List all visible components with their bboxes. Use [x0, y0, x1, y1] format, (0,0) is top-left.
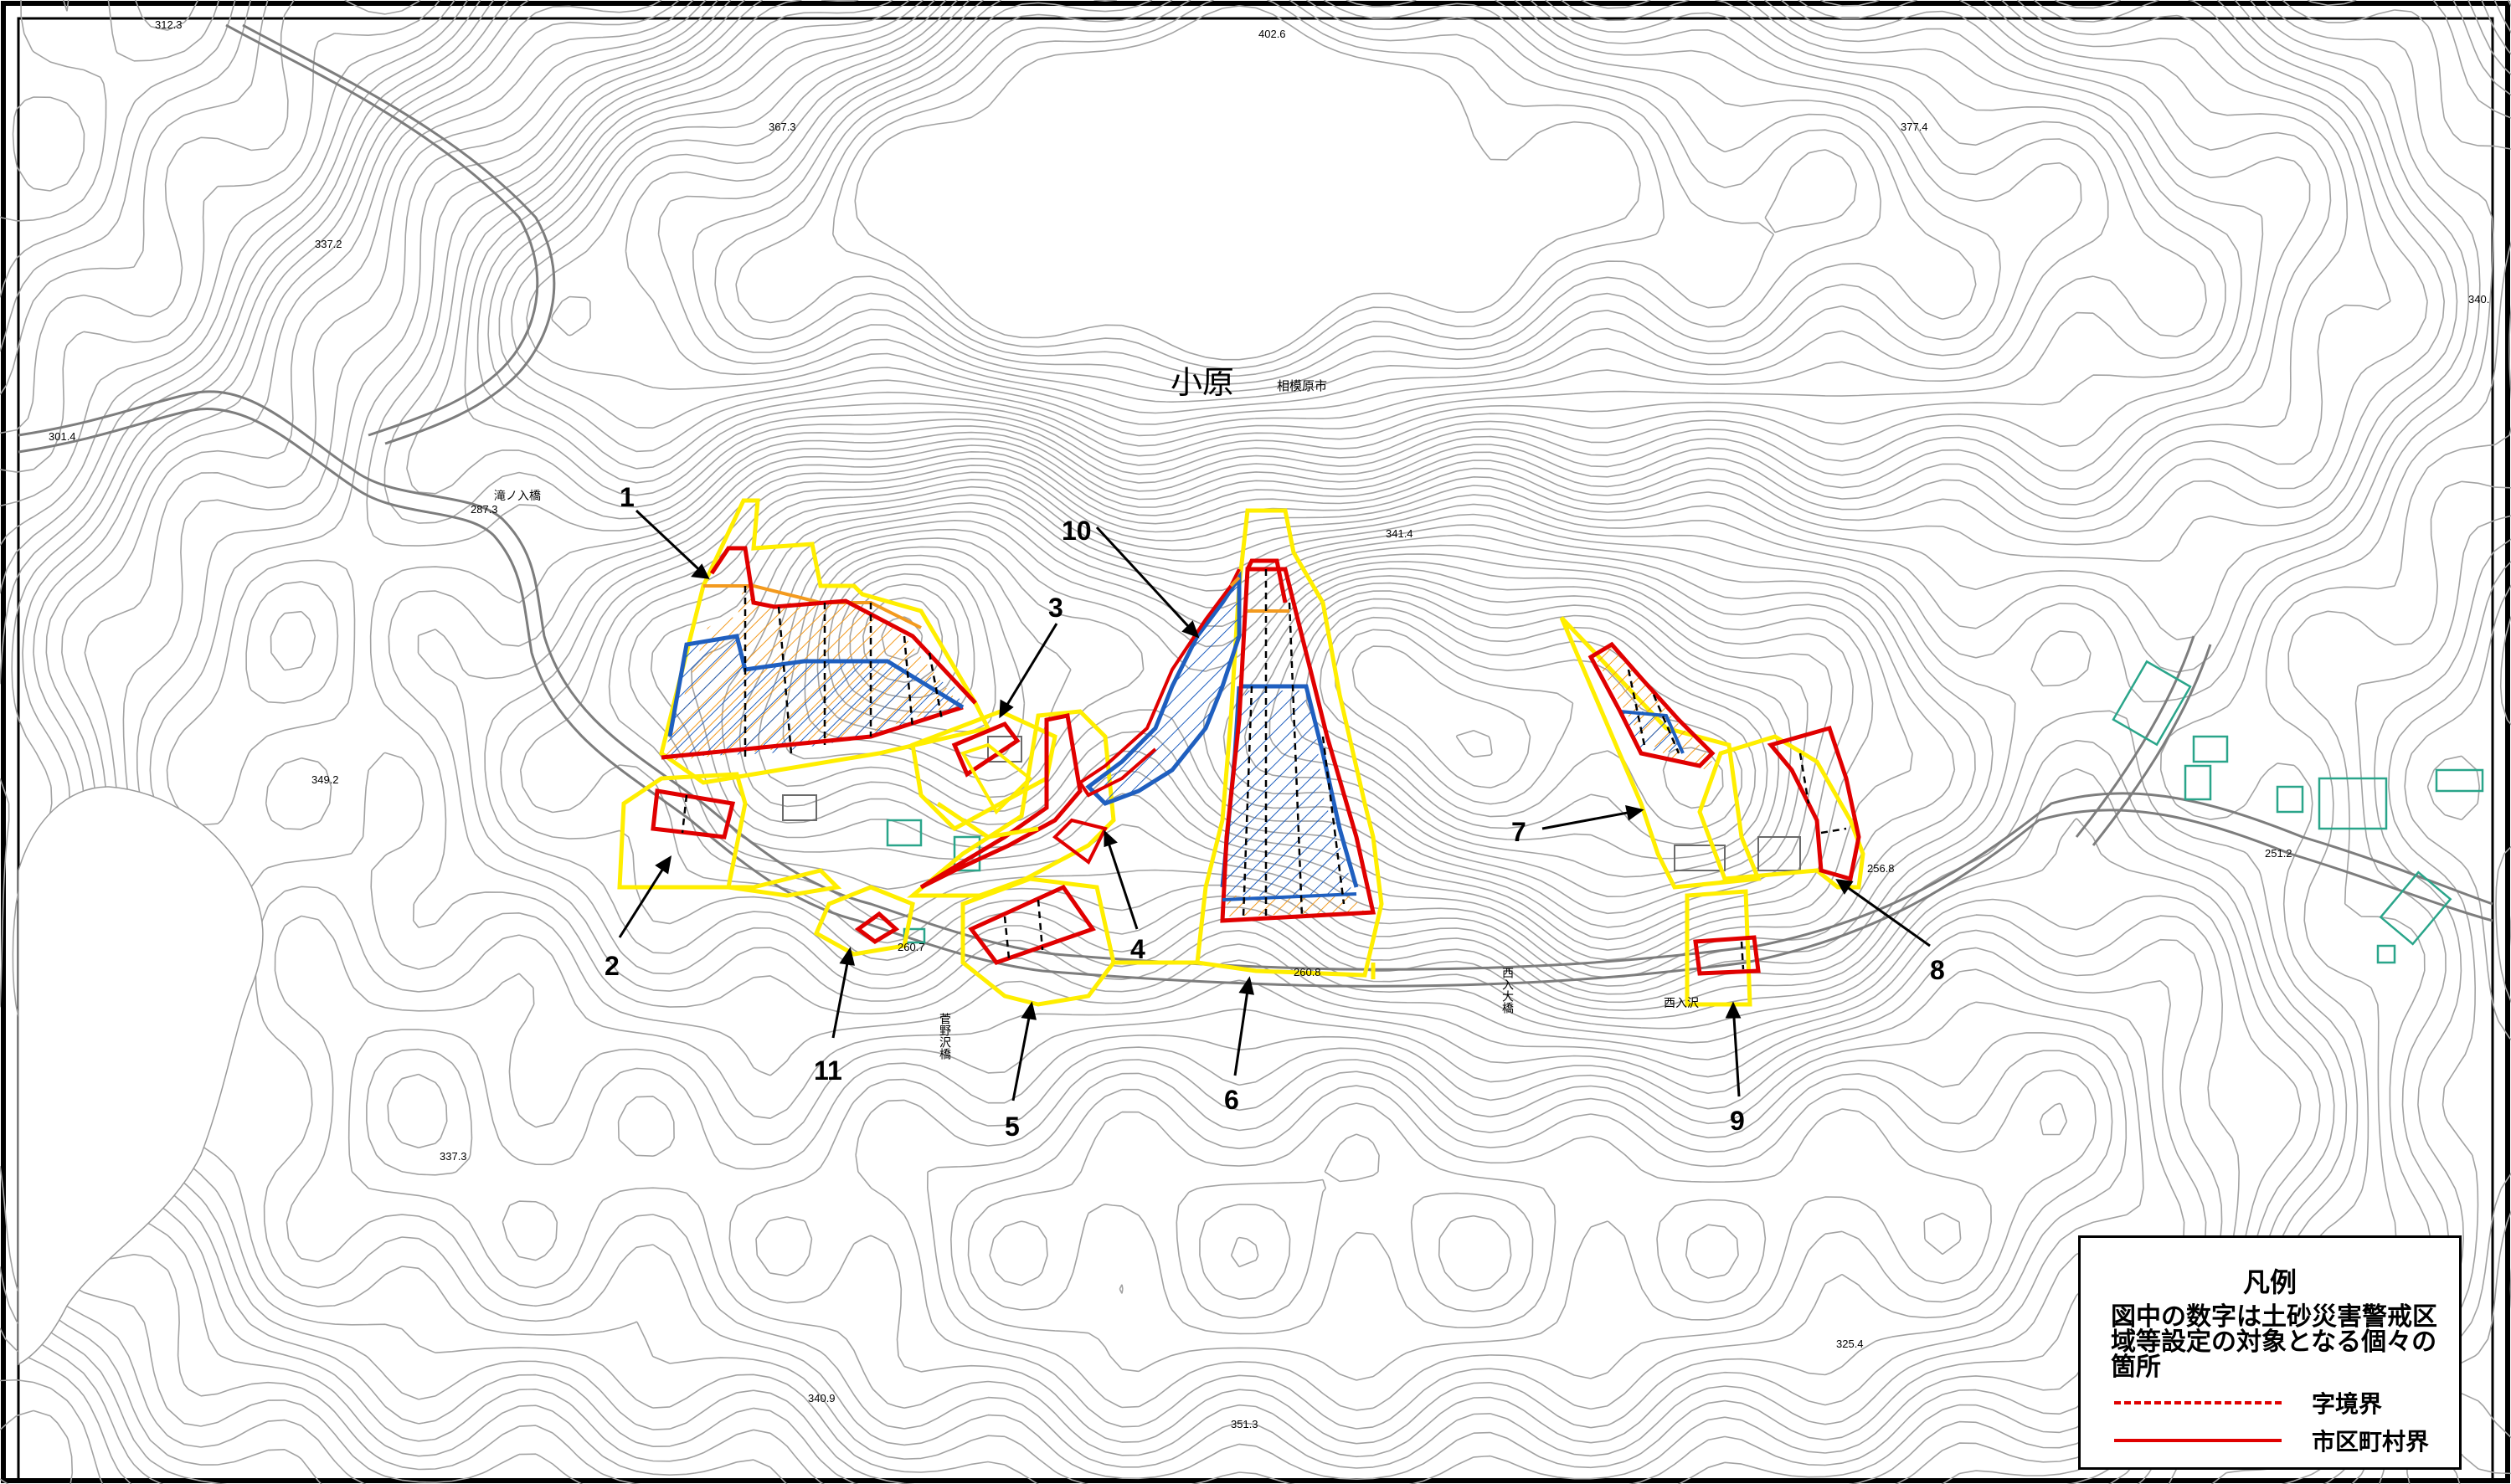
- map-inner-frame: [17, 17, 2494, 1482]
- site-label-1: 1: [620, 482, 635, 512]
- legend-description: 図中の数字は土砂災害警戒区域等設定の対象となる個々の箇所: [2111, 1302, 2437, 1382]
- legend-title: 凡例: [2242, 1266, 2297, 1298]
- solid-red-line-icon: [2114, 1439, 2282, 1442]
- bridge-label-nishiirisawa: 西入沢: [1664, 997, 1699, 1010]
- site-label-2: 2: [605, 951, 620, 981]
- legend-label-aza-boundary: 字境界: [2312, 1390, 2383, 1418]
- bridge-label-nishi: 西入大橋: [1500, 967, 1514, 1014]
- zone-site-1: [659, 498, 991, 785]
- site-label-5: 5: [1005, 1112, 1020, 1142]
- legend-label-municipal-boundary: 市区町村界: [2312, 1428, 2430, 1456]
- building-lots: [782, 736, 1801, 871]
- site-label-4: 4: [1130, 934, 1145, 964]
- dashed-red-line-icon: [2114, 1401, 2282, 1404]
- site-label-11: 11: [814, 1055, 842, 1086]
- elevation-label: 341.4: [1386, 527, 1413, 540]
- place-name: 小原: [1171, 364, 1234, 401]
- site-label-9: 9: [1730, 1106, 1745, 1136]
- elevation-label: 377.4: [1901, 121, 1928, 133]
- elevation-label: 287.3: [471, 503, 498, 516]
- site-label-8: 8: [1930, 955, 1945, 985]
- elevation-labels: 312.3 402.6 367.3 377.4 337.2 340. 301.4…: [49, 18, 2489, 1430]
- elevation-label: 337.2: [315, 238, 342, 250]
- zone-site-7: [1559, 616, 1762, 890]
- bridge-label-taki: 滝ノ入橋: [494, 490, 541, 503]
- unmapped-area: [18, 786, 264, 1366]
- vertical-bridge-labels: 菅野沢橋 西入大橋: [938, 967, 1514, 1060]
- site-label-7: 7: [1511, 817, 1526, 847]
- legend-row-municipal-boundary: 市区町村界: [2114, 1424, 2449, 1457]
- legend-box: 凡例 図中の数字は土砂災害警戒区域等設定の対象となる個々の箇所 字境界 市区町村…: [2078, 1235, 2462, 1470]
- elevation-label: 256.8: [1867, 862, 1895, 875]
- elevation-label: 337.3: [440, 1150, 467, 1163]
- elevation-label: 402.6: [1258, 28, 1286, 40]
- zone-site-8: [1697, 725, 1865, 890]
- elevation-label: 260.8: [1294, 966, 1321, 978]
- city-name: 相模原市: [1277, 378, 1327, 393]
- site-number-labels: 1 2 3 4 5 6 7 8 9 10 11: [605, 482, 1945, 1142]
- zone-site-9: [1685, 889, 1761, 1007]
- elevation-label: 301.4: [49, 430, 76, 443]
- elevation-label: 367.3: [769, 121, 796, 133]
- elevation-label: 351.3: [1231, 1418, 1258, 1430]
- elevation-label: 340.: [2468, 293, 2489, 306]
- site-label-6: 6: [1224, 1085, 1239, 1115]
- callout-arrows: [618, 509, 1931, 1101]
- site-label-10: 10: [1062, 516, 1092, 546]
- zone-site-10: [1078, 568, 1242, 806]
- zone-site-2: [617, 772, 842, 898]
- zone-site-11: [813, 885, 915, 957]
- elevation-label: 325.4: [1836, 1338, 1864, 1350]
- elevation-label: 312.3: [155, 18, 183, 31]
- elevation-label: 260.7: [898, 941, 925, 953]
- site-label-3: 3: [1048, 593, 1063, 623]
- zone-site-6: [1195, 508, 1384, 978]
- zone-site-5: [960, 876, 1116, 1007]
- elevation-label: 340.9: [808, 1392, 836, 1404]
- legend-row-aza-boundary: 字境界: [2114, 1386, 2449, 1420]
- elevation-label: 349.2: [311, 773, 339, 786]
- elevation-label: 251.2: [2265, 847, 2292, 860]
- bridge-label-suga: 菅野沢橋: [938, 1013, 951, 1060]
